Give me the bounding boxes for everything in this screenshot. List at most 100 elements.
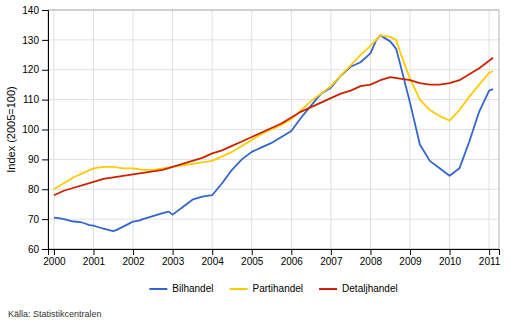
tick-label: 2002 xyxy=(122,256,145,267)
lines xyxy=(54,35,493,231)
tick-mark xyxy=(42,100,48,101)
grid-line xyxy=(172,10,173,249)
tick: 2003 xyxy=(162,249,185,267)
tick-label: 2009 xyxy=(399,256,422,267)
legend-item: Bilhandel xyxy=(149,283,213,294)
legend-label: Bilhandel xyxy=(172,283,213,294)
tick: 2009 xyxy=(399,249,422,267)
plot-frame xyxy=(48,10,499,249)
grid-line xyxy=(449,10,450,249)
tick-mark xyxy=(173,249,174,255)
grid-line xyxy=(48,69,499,70)
tick-mark xyxy=(489,249,490,255)
tick-label: 120 xyxy=(22,64,39,75)
grid-line xyxy=(212,10,213,249)
tick: 2001 xyxy=(83,249,106,267)
tick-mark xyxy=(42,130,48,131)
plot: 2000 2001 2002 2003 2004 2005 2006 2007 2008 2009… xyxy=(22,5,500,267)
grid-line xyxy=(48,159,499,160)
tick-label: 100 xyxy=(22,124,39,135)
legend: Bilhandel Partihandel Detaljhandel xyxy=(149,283,397,294)
tick: 80 xyxy=(28,184,48,195)
tick-mark xyxy=(410,249,411,255)
tick: 2010 xyxy=(439,249,462,267)
grid xyxy=(48,10,499,249)
grid-line xyxy=(409,10,410,249)
tick: 2011 xyxy=(479,249,501,267)
tick-label: 2007 xyxy=(320,256,343,267)
y-axis-title: Index (2005=100) xyxy=(5,86,17,173)
tick-label: 2004 xyxy=(202,256,225,267)
tick: 130 xyxy=(22,35,48,46)
grid-line xyxy=(93,10,94,249)
legend-item: Detaljhandel xyxy=(319,283,398,294)
grid-line xyxy=(53,10,54,249)
legend-swatch xyxy=(229,288,247,290)
grid-line xyxy=(48,219,499,220)
tick-mark xyxy=(42,10,48,11)
tick-mark xyxy=(331,249,332,255)
tick-label: 90 xyxy=(28,154,40,165)
x-axis: 2000 2001 2002 2003 2004 2005 2006 2007 2008 2009… xyxy=(43,249,500,267)
legend-label: Detaljhandel xyxy=(342,283,398,294)
tick: 2005 xyxy=(241,249,264,267)
tick: 2006 xyxy=(281,249,304,267)
tick-mark xyxy=(42,70,48,71)
series-line xyxy=(54,58,493,195)
tick: 2007 xyxy=(320,249,343,267)
tick-mark xyxy=(42,159,48,160)
tick: 120 xyxy=(22,64,48,75)
legend-swatch xyxy=(319,288,337,290)
tick-label: 2006 xyxy=(281,256,304,267)
tick-mark xyxy=(93,249,94,255)
tick-label: 2000 xyxy=(43,256,66,267)
tick-mark xyxy=(212,249,213,255)
tick-mark xyxy=(252,249,253,255)
tick-mark xyxy=(450,249,451,255)
tick-label: 130 xyxy=(22,35,39,46)
tick: 70 xyxy=(28,214,48,225)
grid-line xyxy=(489,10,490,249)
tick-mark xyxy=(133,249,134,255)
tick-label: 110 xyxy=(23,94,39,105)
tick-label: 2001 xyxy=(83,256,106,267)
tick: 110 xyxy=(23,94,48,105)
grid-line xyxy=(48,189,499,190)
tick: 2002 xyxy=(122,249,145,267)
tick: 2004 xyxy=(202,249,225,267)
tick-label: 2008 xyxy=(360,256,383,267)
axis-line xyxy=(49,250,500,256)
y-axis: 60708090100110120130140 xyxy=(22,5,48,255)
tick-mark xyxy=(291,249,292,255)
tick-label: 2003 xyxy=(162,256,185,267)
legend-label: Partihandel xyxy=(252,283,303,294)
series-line xyxy=(54,35,493,189)
tick: 60 xyxy=(28,244,48,255)
tick: 100 xyxy=(22,124,48,135)
tick-label: 60 xyxy=(28,244,40,255)
source-note: Källa: Statistikcentralen xyxy=(8,309,102,319)
tick-mark xyxy=(54,249,55,255)
grid-line xyxy=(133,10,134,249)
legend-swatch xyxy=(149,288,167,290)
tick: 2000 xyxy=(43,249,66,267)
chart: 2000 2001 2002 2003 2004 2005 2006 2007 2008 2009… xyxy=(0,0,513,323)
axis-line xyxy=(42,11,49,250)
grid-line xyxy=(330,10,331,249)
legend-item: Partihandel xyxy=(229,283,303,294)
tick-mark xyxy=(370,249,371,255)
tick-mark xyxy=(42,219,48,220)
tick-mark xyxy=(42,189,48,190)
series-line xyxy=(54,35,493,231)
grid-line xyxy=(48,39,499,40)
tick-mark xyxy=(42,40,48,41)
grid-line xyxy=(251,10,252,249)
tick-label: 2011 xyxy=(479,256,501,267)
tick-label: 2005 xyxy=(241,256,264,267)
grid-line xyxy=(48,99,499,100)
tick-label: 2010 xyxy=(439,256,462,267)
tick-mark xyxy=(42,249,48,250)
tick: 90 xyxy=(28,154,48,165)
tick: 2008 xyxy=(360,249,383,267)
tick-label: 80 xyxy=(28,184,40,195)
